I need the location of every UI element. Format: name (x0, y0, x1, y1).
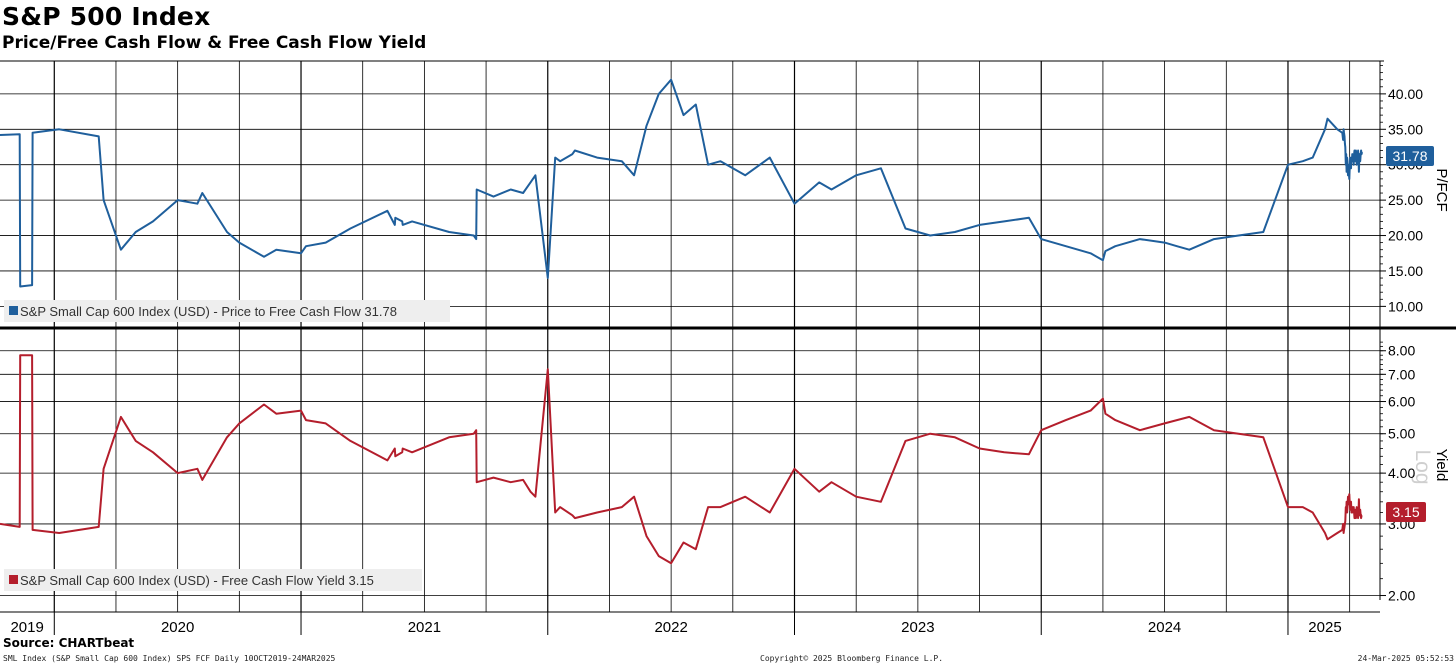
axes-frame (0, 60, 1456, 613)
x-tick-label: 2023 (901, 619, 934, 636)
pfcf-tick-label: 15.00 (1388, 263, 1423, 279)
x-tick-label: 2024 (1148, 619, 1181, 636)
yield-tick-label: 7.00 (1388, 366, 1415, 382)
ticker-note: SML Index (S&P Small Cap 600 Index) SPS … (3, 654, 336, 663)
yield-tick-label: 5.00 (1388, 426, 1415, 442)
yield-tick-label: 6.00 (1388, 394, 1415, 410)
pfcf-tick-label: 25.00 (1388, 192, 1423, 208)
log-scale-label: Log (1411, 449, 1434, 484)
yield-legend-label: S&P Small Cap 600 Index (USD) - Free Cas… (20, 573, 374, 588)
pfcf-series (0, 78, 1363, 288)
yield-legend-swatch (9, 575, 18, 584)
copyright-note: Copyright© 2025 Bloomberg Finance L.P. (760, 654, 944, 663)
yield-tick-label: 8.00 (1388, 343, 1415, 359)
yield-last-value-badge: 3.15 (1386, 502, 1426, 522)
x-tick-label: 2019 (10, 619, 43, 636)
pfcf-line (0, 78, 1363, 288)
yield-series (0, 354, 1363, 565)
yield-tick-label: 4.00 (1388, 465, 1415, 481)
pfcf-legend-label: S&P Small Cap 600 Index (USD) - Price to… (20, 304, 397, 319)
yield-tick-label: 2.00 (1388, 588, 1415, 604)
pfcf-axis-title: P/FCF (1433, 168, 1450, 211)
pfcf-last-value: 31.78 (1392, 148, 1427, 164)
pfcf-legend: S&P Small Cap 600 Index (USD) - Price to… (4, 300, 450, 322)
pfcf-legend-swatch (9, 306, 18, 315)
pfcf-gridlines (0, 93, 1380, 307)
pfcf-tick-label: 20.00 (1388, 228, 1423, 244)
yield-y-ticks: 2.003.004.005.006.007.008.00 (1380, 341, 1415, 604)
chart-subtitle: Price/Free Cash Flow & Free Cash Flow Yi… (2, 33, 427, 53)
chart-title: S&P 500 Index (2, 2, 211, 31)
yield-axis-title: Yield (1433, 449, 1450, 482)
yield-last-value: 3.15 (1392, 504, 1419, 520)
x-tick-label: 2020 (161, 619, 194, 636)
time-gridlines (53, 61, 1351, 612)
yield-legend: S&P Small Cap 600 Index (USD) - Free Cas… (4, 569, 422, 591)
pfcf-tick-label: 10.00 (1388, 298, 1423, 314)
pfcf-tick-label: 35.00 (1388, 121, 1423, 137)
pfcf-last-value-badge: 31.78 (1386, 146, 1434, 166)
x-tick-label: 2025 (1308, 619, 1341, 636)
yield-line (0, 354, 1363, 565)
source-note: Source: CHARTbeat (3, 636, 135, 650)
x-tick-label: 2022 (654, 619, 687, 636)
pfcf-tick-label: 40.00 (1388, 86, 1423, 102)
timestamp-note: 24-Mar-2025 05:52:53 (1357, 654, 1454, 663)
x-tick-label: 2021 (408, 619, 441, 636)
x-axis-ticks: 2019 2020 2021 2022 2023 2024 2025 (10, 612, 1342, 636)
